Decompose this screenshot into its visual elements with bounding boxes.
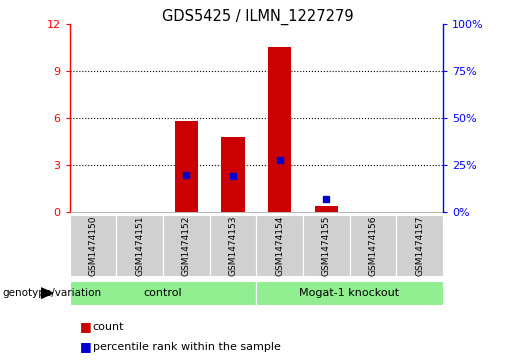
Text: GSM1474153: GSM1474153 xyxy=(228,216,237,276)
Bar xyxy=(70,281,256,305)
Bar xyxy=(163,216,210,277)
Bar xyxy=(350,216,396,277)
Text: GSM1474152: GSM1474152 xyxy=(182,216,191,276)
Text: genotype/variation: genotype/variation xyxy=(3,288,101,298)
Text: GSM1474155: GSM1474155 xyxy=(322,216,331,276)
Bar xyxy=(256,216,303,277)
Bar xyxy=(303,216,350,277)
Text: percentile rank within the sample: percentile rank within the sample xyxy=(93,342,281,352)
Bar xyxy=(70,216,116,277)
Bar xyxy=(315,206,338,212)
Bar xyxy=(116,216,163,277)
Bar xyxy=(175,121,198,212)
Text: GSM1474150: GSM1474150 xyxy=(89,216,97,276)
Bar xyxy=(256,281,443,305)
Text: Mogat-1 knockout: Mogat-1 knockout xyxy=(300,288,400,298)
Bar xyxy=(221,137,245,212)
Bar xyxy=(210,216,256,277)
Bar xyxy=(396,216,443,277)
Text: GSM1474157: GSM1474157 xyxy=(415,216,424,276)
Text: GDS5425 / ILMN_1227279: GDS5425 / ILMN_1227279 xyxy=(162,9,353,25)
Text: control: control xyxy=(144,288,182,298)
Text: count: count xyxy=(93,322,124,332)
Text: ■: ■ xyxy=(80,340,92,353)
Text: GSM1474156: GSM1474156 xyxy=(368,216,377,276)
Text: GSM1474154: GSM1474154 xyxy=(275,216,284,276)
Text: ■: ■ xyxy=(80,320,92,333)
Bar xyxy=(268,47,291,212)
Text: GSM1474151: GSM1474151 xyxy=(135,216,144,276)
Polygon shape xyxy=(41,288,53,298)
